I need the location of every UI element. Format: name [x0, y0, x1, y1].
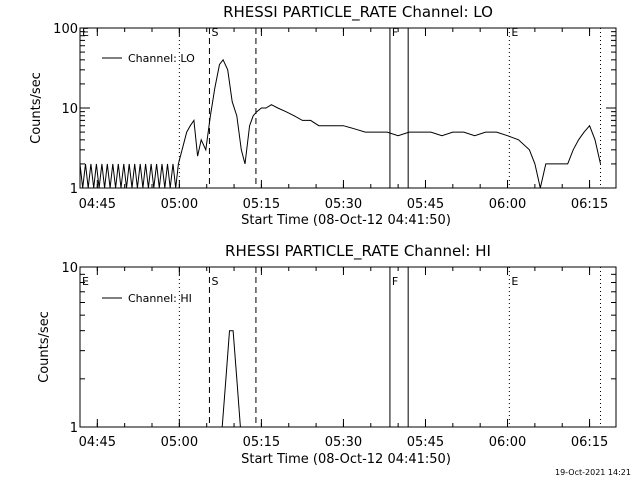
y-axis-label: Counts/sec [37, 311, 52, 383]
y-tick-label: 1 [70, 182, 78, 197]
x-tick-label: 04:45 [79, 435, 116, 450]
x-tick-label: 05:30 [325, 197, 362, 212]
marker-label: F [392, 275, 398, 288]
x-tick-label: 04:45 [79, 197, 116, 212]
panel-lo: RHESSI PARTICLE_RATE Channel: LO 1 10 100 04… [29, 3, 617, 228]
marker-label: S [211, 26, 218, 39]
x-tick-label: 05:00 [161, 197, 198, 212]
y-axis-label: Counts/sec [29, 72, 44, 144]
x-tick-label: 06:15 [571, 197, 608, 212]
marker-label: E [511, 275, 518, 288]
marker-label: E [82, 275, 89, 288]
legend-label: Channel: LO [128, 52, 195, 65]
y-tick-label: 10 [61, 102, 78, 117]
y-tick-label: 10 [61, 261, 78, 276]
x-tick-label: 05:45 [407, 435, 444, 450]
chart-title: RHESSI PARTICLE_RATE Channel: HI [225, 242, 491, 261]
marker-label: E [82, 26, 89, 39]
panel-hi: RHESSI PARTICLE_RATE Channel: HI 1 10 04:45… [37, 242, 617, 467]
x-tick-label: 06:00 [489, 197, 526, 212]
marker-label: F [392, 26, 398, 39]
x-tick-label: 06:00 [489, 435, 526, 450]
x-tick-label: 05:15 [243, 435, 280, 450]
y-tick-label: 1 [70, 421, 78, 436]
series-line [79, 58, 601, 189]
series-line [221, 330, 241, 428]
legend-label: Channel: HI [128, 292, 192, 305]
chart-title: RHESSI PARTICLE_RATE Channel: LO [223, 3, 493, 22]
marker-label: E [511, 26, 518, 39]
y-tick-label: 100 [53, 22, 78, 37]
x-tick-label: 05:30 [325, 435, 362, 450]
x-tick-label: 05:45 [407, 197, 444, 212]
x-axis-label: Start Time (08-Oct-12 04:41:50) [241, 452, 451, 467]
x-tick-label: 05:00 [161, 435, 198, 450]
footer-timestamp: 19-Oct-2021 14:21 [555, 468, 631, 477]
marker-label: S [211, 275, 218, 288]
x-tick-label: 05:15 [243, 197, 280, 212]
x-axis-label: Start Time (08-Oct-12 04:41:50) [241, 213, 451, 228]
plot-frame [79, 266, 617, 428]
x-tick-label: 06:15 [571, 435, 608, 450]
